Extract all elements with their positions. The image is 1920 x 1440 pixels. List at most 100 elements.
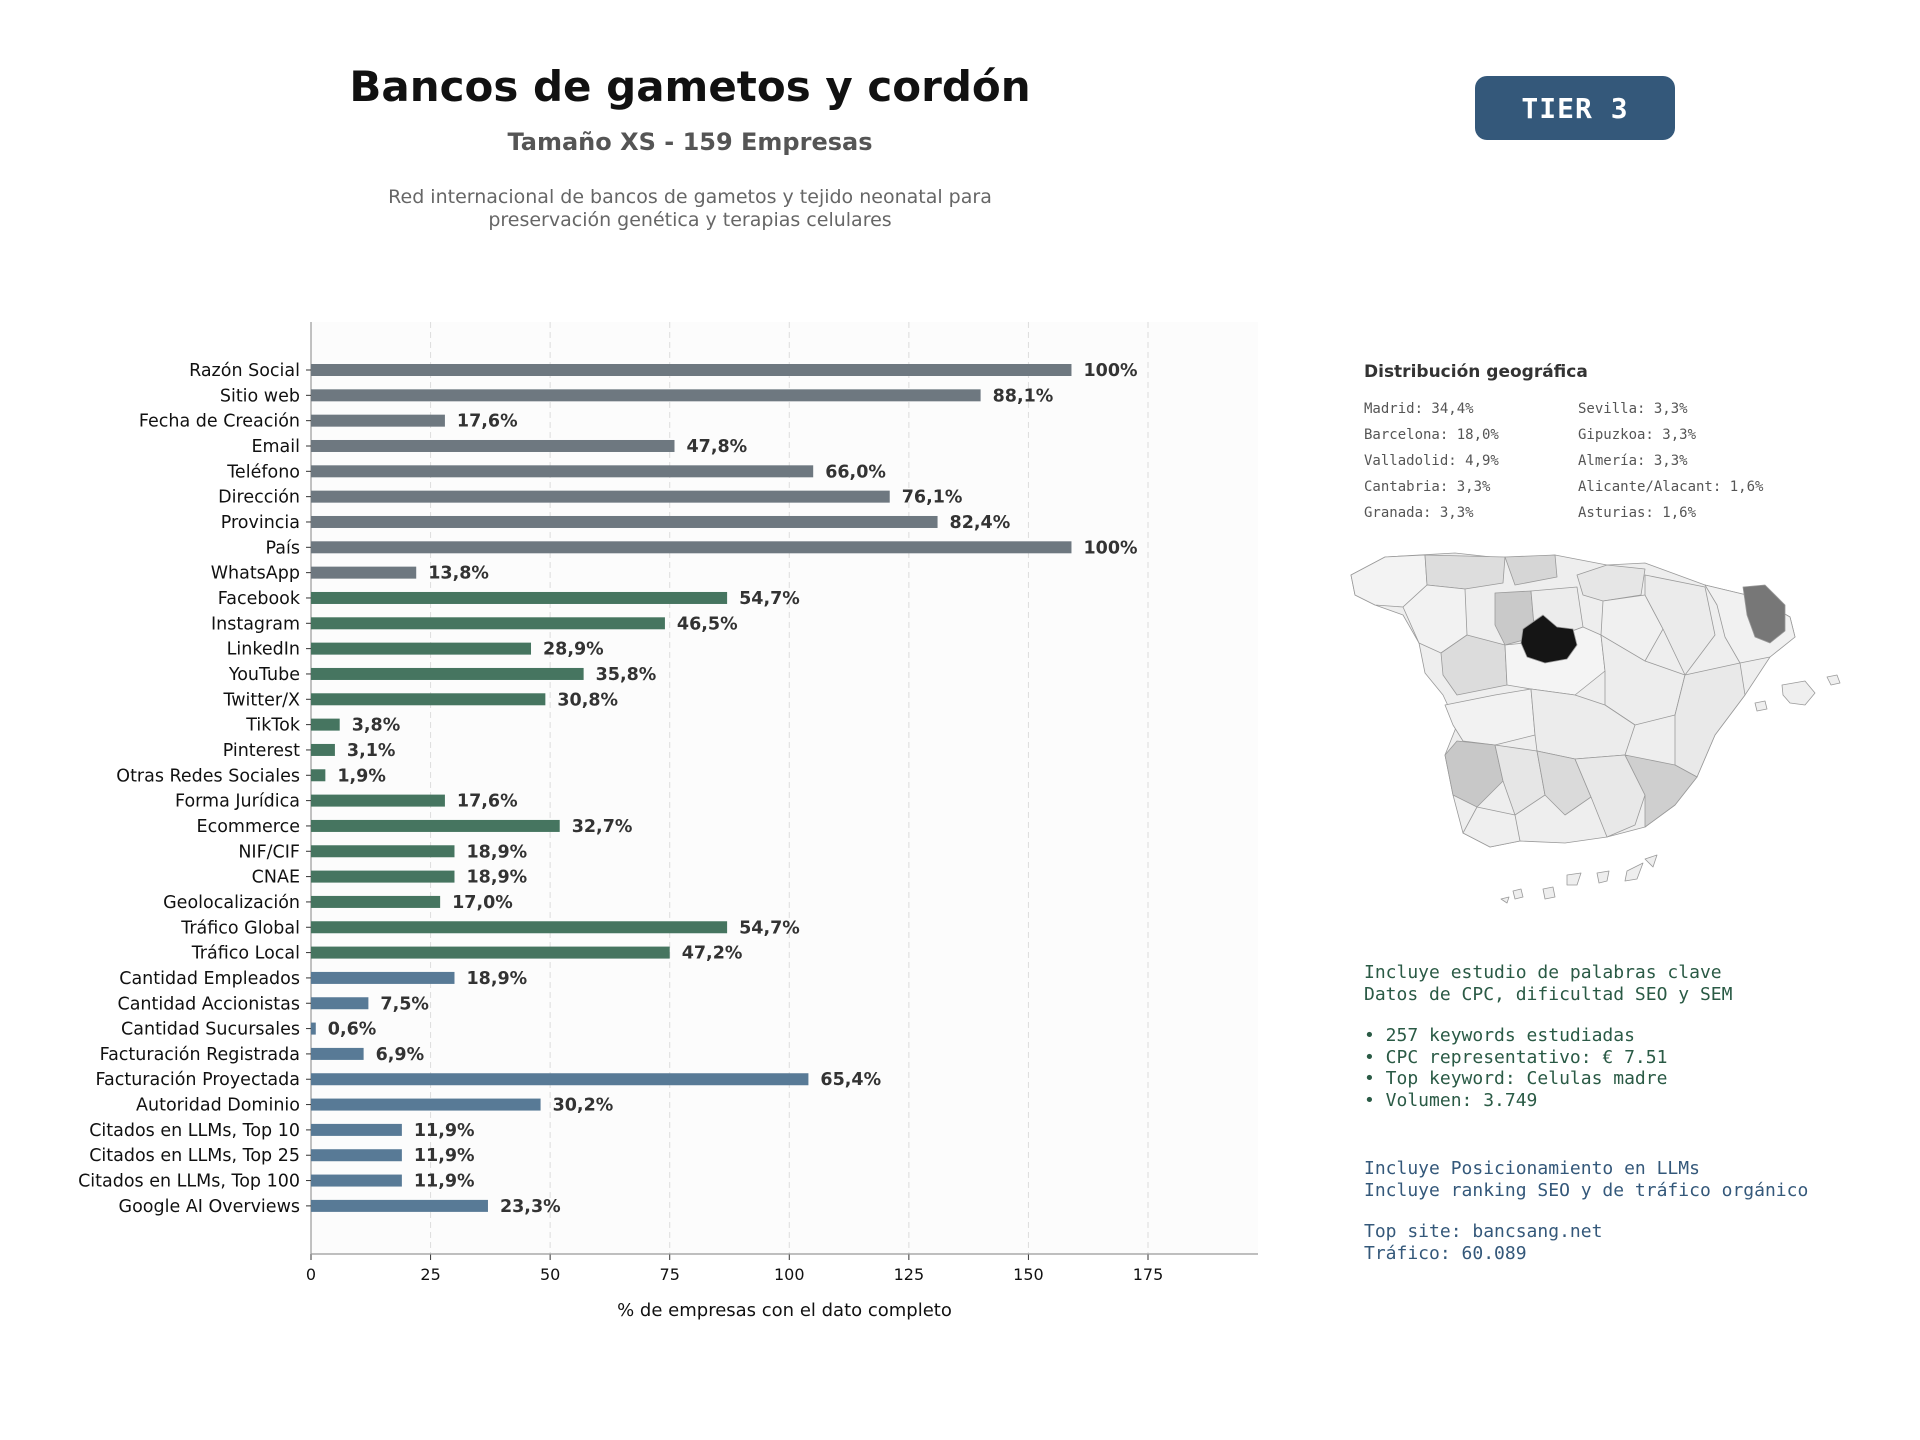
x-tick-label: 75 — [660, 1265, 680, 1284]
value-label: 54,7% — [739, 589, 800, 609]
bar — [311, 921, 728, 934]
bar — [311, 1047, 364, 1060]
bar — [311, 490, 890, 503]
bar — [311, 1174, 402, 1187]
value-label: 1,9% — [337, 766, 386, 786]
map-region — [1512, 888, 1524, 900]
plot-area — [311, 322, 1258, 1254]
keywords-bullet: • Volumen: 3.749 — [1364, 1089, 1538, 1111]
top-site: Top site: bancsang.net — [1364, 1221, 1603, 1242]
llm-info: Incluye Posicionamiento en LLMs Incluye … — [1364, 1158, 1808, 1264]
bar — [311, 769, 326, 782]
value-label: 100% — [1083, 361, 1137, 381]
category-label: Facebook — [218, 589, 301, 609]
bar — [311, 845, 455, 858]
category-label: Citados en LLMs, Top 100 — [78, 1172, 300, 1192]
value-label: 30,2% — [553, 1096, 614, 1116]
value-label: 17,6% — [457, 412, 518, 432]
x-tick-label: 150 — [1013, 1265, 1044, 1284]
geo-item: Valladolid: 4,9% — [1364, 453, 1499, 469]
x-tick-label: 125 — [894, 1265, 925, 1284]
map-region — [1624, 754, 1698, 828]
bar — [311, 591, 728, 604]
map-region — [1520, 614, 1578, 664]
map-region — [1500, 896, 1510, 904]
geo-item: Madrid: 34,4% — [1364, 401, 1474, 417]
category-label: Geolocalización — [163, 893, 300, 913]
category-label: Ecommerce — [197, 817, 300, 837]
bar — [311, 465, 814, 478]
bar — [311, 566, 417, 579]
x-tick-label: 25 — [420, 1265, 440, 1284]
page-description: Red internacional de bancos de gametos y… — [300, 186, 1080, 232]
geo-item: Alicante/Alacant: 1,6% — [1578, 479, 1764, 495]
keywords-line-2: Datos de CPC, dificultad SEO y SEM — [1364, 983, 1733, 1005]
bar — [311, 1073, 809, 1086]
bar — [311, 743, 335, 756]
category-label: Tráfico Local — [191, 944, 300, 964]
bar — [311, 1123, 402, 1136]
keywords-bullet: • CPC representativo: € 7.51 — [1364, 1046, 1668, 1068]
value-label: 100% — [1083, 538, 1137, 558]
category-label: Facturación Proyectada — [96, 1070, 300, 1090]
category-label: Fecha de Creación — [139, 412, 300, 432]
value-label: 30,8% — [557, 690, 618, 710]
value-label: 46,5% — [677, 614, 738, 634]
value-label: 7,5% — [380, 994, 429, 1014]
x-tick-label: 175 — [1133, 1265, 1164, 1284]
bar — [311, 895, 441, 908]
value-label: 47,8% — [686, 437, 747, 457]
map-region — [1674, 662, 1746, 778]
bar — [311, 946, 670, 959]
map-region — [1781, 680, 1816, 706]
geo-title: Distribución geográfica — [1364, 362, 1588, 382]
value-label: 54,7% — [739, 918, 800, 938]
category-label: Teléfono — [226, 462, 300, 482]
value-label: 17,6% — [457, 792, 518, 812]
category-label: Instagram — [211, 614, 300, 634]
page-subtitle: Tamaño XS - 159 Empresas — [507, 128, 873, 156]
value-label: 76,1% — [902, 488, 963, 508]
tier-badge: TIER 3 — [1475, 76, 1675, 140]
map-region — [1600, 634, 1686, 726]
llm-line-1: Incluye Posicionamiento en LLMs — [1364, 1158, 1700, 1179]
map-region — [1826, 674, 1841, 686]
category-label: Cantidad Sucursales — [121, 1020, 300, 1040]
map-region — [1462, 806, 1521, 848]
bar — [311, 642, 532, 655]
map-region — [1424, 554, 1506, 590]
value-label: 11,9% — [414, 1121, 475, 1141]
value-label: 32,7% — [572, 817, 633, 837]
category-label: Pinterest — [223, 741, 300, 761]
value-label: 17,0% — [452, 893, 513, 913]
category-label: TikTok — [245, 716, 301, 736]
map-region — [1754, 700, 1768, 712]
map-region — [1742, 584, 1786, 644]
value-label: 11,9% — [414, 1146, 475, 1166]
value-label: 13,8% — [428, 564, 489, 584]
category-label: Citados en LLMs, Top 25 — [89, 1146, 300, 1166]
value-label: 35,8% — [596, 665, 657, 685]
x-axis-title: % de empresas con el dato completo — [617, 1300, 952, 1321]
page-title: Bancos de gametos y cordón — [349, 62, 1031, 111]
x-tick-label: 50 — [540, 1265, 560, 1284]
bar — [311, 794, 445, 807]
category-label: Twitter/X — [222, 690, 300, 710]
value-label: 47,2% — [682, 944, 743, 964]
description-line-2: preservación genética y terapias celular… — [488, 209, 892, 231]
value-label: 82,4% — [950, 513, 1011, 533]
description-line-1: Red internacional de bancos de gametos y… — [388, 186, 992, 208]
value-label: 11,9% — [414, 1172, 475, 1192]
bar — [311, 439, 675, 452]
category-label: Provincia — [221, 513, 300, 533]
category-label: Autoridad Dominio — [136, 1096, 300, 1116]
bar — [311, 667, 584, 680]
spain-map — [1350, 552, 1841, 904]
category-label: Sitio web — [220, 386, 300, 406]
category-label: Google AI Overviews — [119, 1197, 300, 1217]
category-label: NIF/CIF — [238, 842, 300, 862]
value-label: 18,9% — [466, 969, 527, 989]
bar — [311, 617, 665, 630]
llm-line-2: Incluye ranking SEO y de tráfico orgánic… — [1364, 1179, 1809, 1201]
